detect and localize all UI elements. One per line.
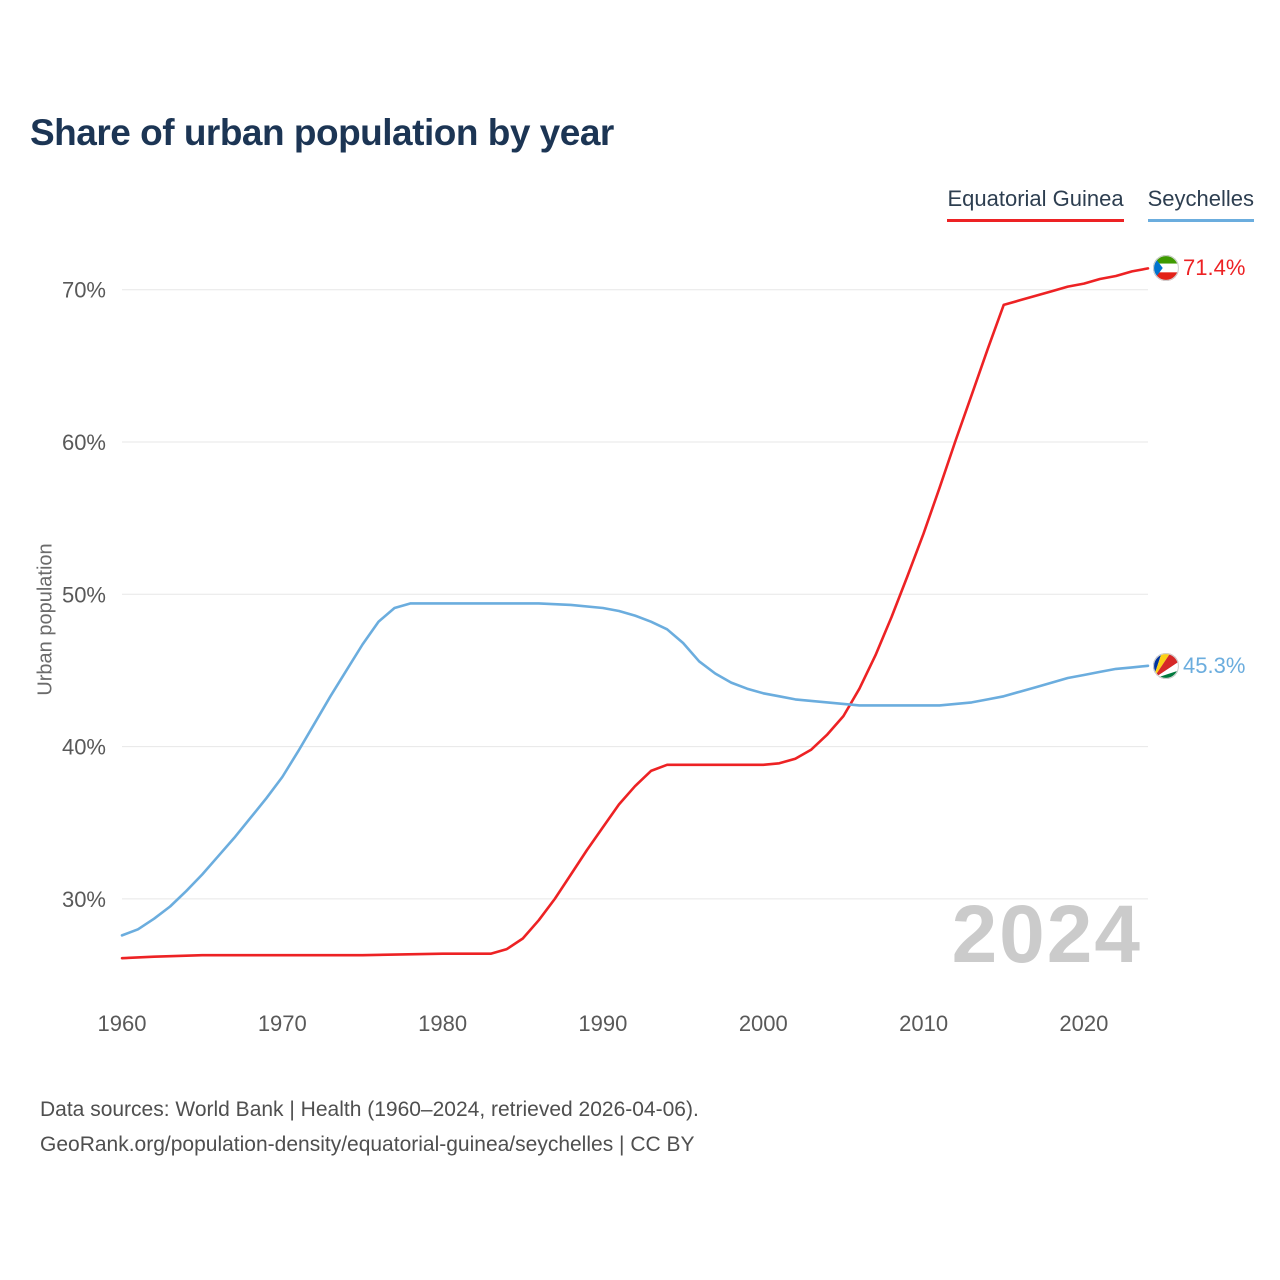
seychelles-flag-icon	[1153, 652, 1179, 679]
x-tick-label: 1980	[418, 1011, 467, 1036]
y-tick-label: 60%	[62, 430, 106, 455]
x-tick-label: 1970	[258, 1011, 307, 1036]
x-tick-label: 1960	[98, 1011, 147, 1036]
end-label-equatorial-guinea: 71.4%	[1153, 255, 1246, 282]
watermark-year: 2024	[951, 889, 1142, 980]
series-line-0	[120, 267, 1150, 960]
equatorial-guinea-flag-icon	[1153, 255, 1179, 282]
end-value-seychelles: 45.3%	[1183, 652, 1246, 678]
x-tick-label: 2010	[899, 1011, 948, 1036]
end-value-equatorial-guinea: 71.4%	[1183, 255, 1246, 281]
y-tick-label: 50%	[62, 582, 106, 607]
end-label-seychelles: 45.3%	[1153, 652, 1246, 679]
y-tick-label: 30%	[62, 887, 106, 912]
x-tick-label: 2000	[739, 1011, 788, 1036]
legend-item-seychelles[interactable]: Seychelles	[1147, 186, 1254, 222]
legend-item-equatorial-guinea[interactable]: Equatorial Guinea	[947, 186, 1124, 222]
page-title: Share of urban population by year	[30, 112, 614, 153]
footer: Data sources: World Bank | Health (1960–…	[40, 1092, 699, 1162]
legend: Equatorial Guinea Seychelles	[947, 186, 1254, 222]
y-tick-label: 40%	[62, 735, 106, 760]
footer-link-line: GeoRank.org/population-density/equatoria…	[40, 1133, 695, 1156]
y-tick-label: 70%	[62, 278, 106, 303]
footer-source-line: Data sources: World Bank | Health (1960–…	[40, 1098, 699, 1121]
x-tick-label: 2020	[1059, 1011, 1108, 1036]
x-tick-label: 1990	[578, 1011, 627, 1036]
series-line-1	[120, 602, 1150, 937]
